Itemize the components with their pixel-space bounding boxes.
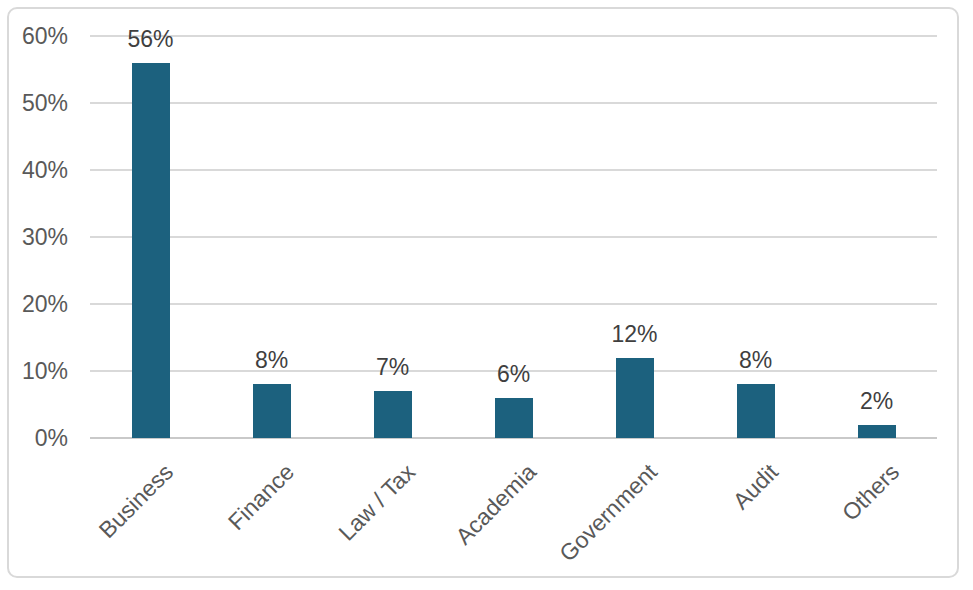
gridline-60 [90,35,937,37]
data-label-law-tax: 7% [343,354,443,381]
bar-law-tax [374,391,412,438]
gridline-50 [90,102,937,104]
bar-academia [495,398,533,438]
bar-finance [253,384,291,438]
gridline-30 [90,236,937,238]
y-axis-label-20: 20% [0,290,68,318]
gridline-20 [90,303,937,305]
y-axis-label-30: 30% [0,223,68,251]
bar-others [858,425,896,438]
y-axis-label-10: 10% [0,357,68,385]
bar-chart-page: 0%10%20%30%40%50%60%56%Business8%Finance… [0,0,973,590]
data-label-government: 12% [585,321,685,348]
data-label-business: 56% [101,26,201,53]
data-label-audit: 8% [706,347,806,374]
y-axis-label-0: 0% [0,424,68,452]
data-label-others: 2% [827,388,927,415]
data-label-finance: 8% [222,347,322,374]
bar-business [132,63,170,438]
y-axis-label-50: 50% [0,89,68,117]
bar-audit [737,384,775,438]
data-label-academia: 6% [464,361,564,388]
y-axis-label-40: 40% [0,156,68,184]
y-axis-label-60: 60% [0,22,68,50]
bar-government [616,358,654,438]
gridline-40 [90,169,937,171]
